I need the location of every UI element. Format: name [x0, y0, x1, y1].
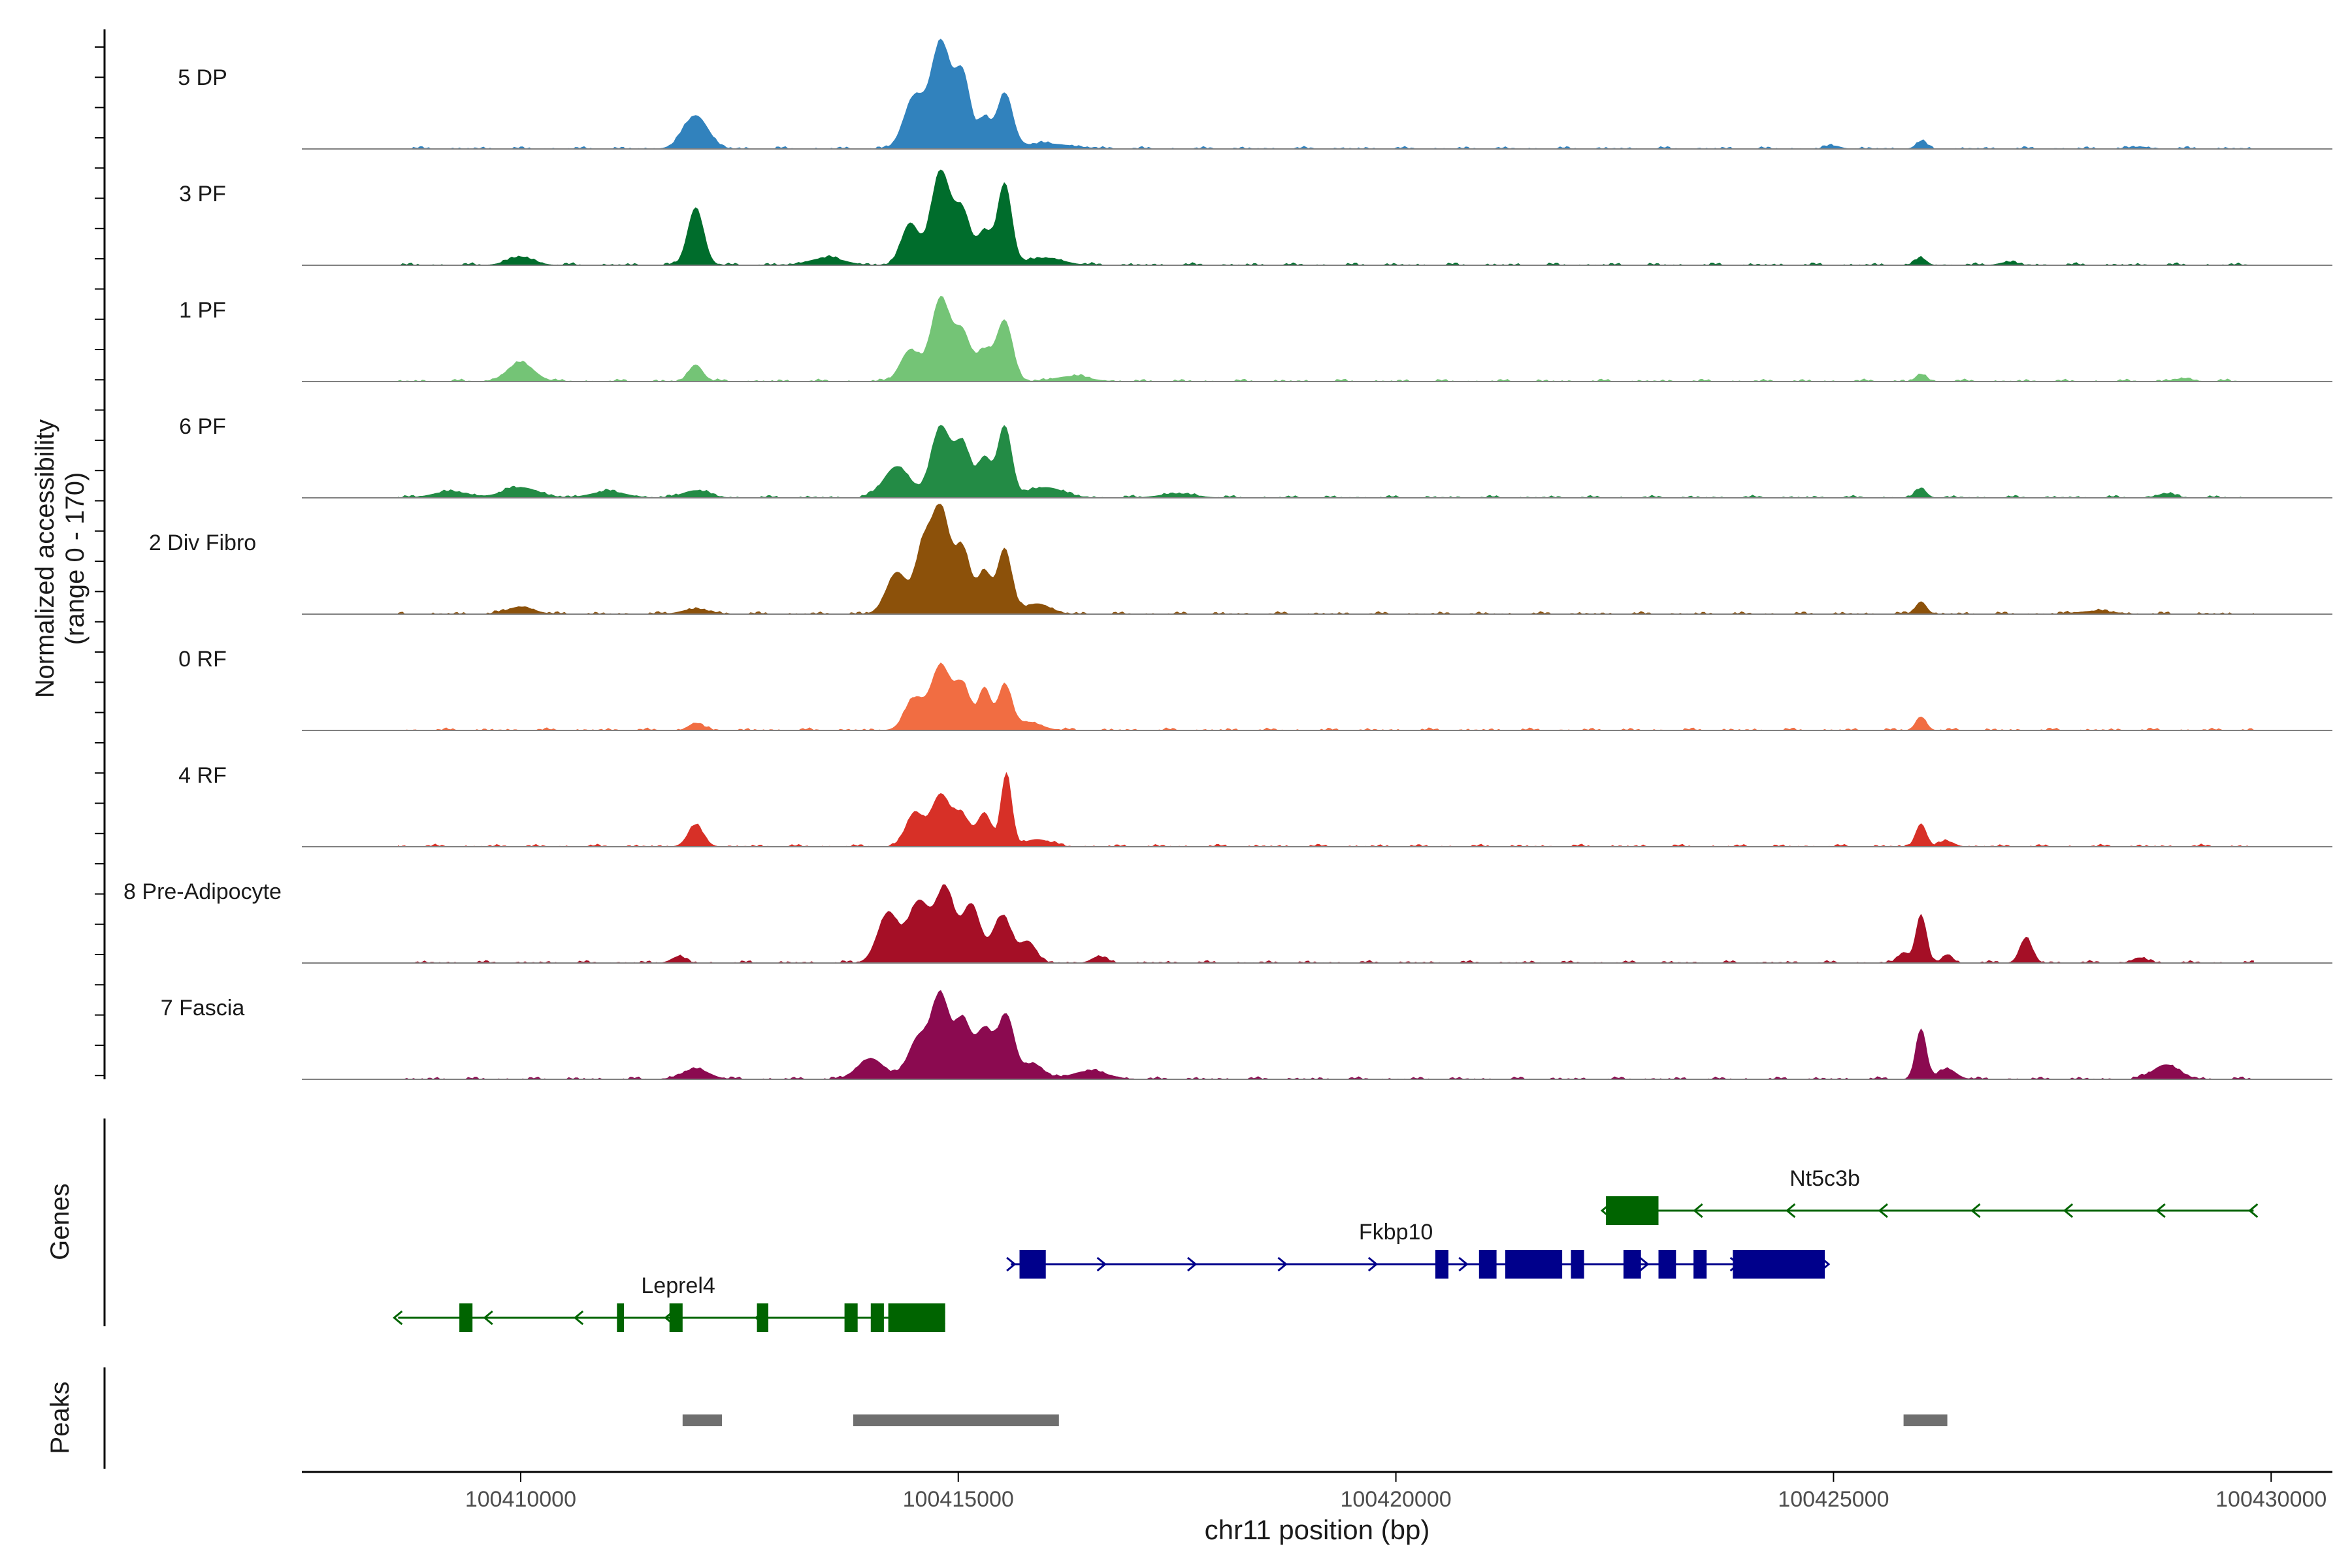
coverage-area: [398, 772, 2254, 847]
y-axis-title-line2: (range 0 - 170): [61, 472, 90, 645]
x-tick-label: 100410000: [465, 1487, 576, 1512]
genes-panel-title: Genes: [46, 1183, 74, 1260]
x-tick-label: 100415000: [903, 1487, 1014, 1512]
gene-exon: [1606, 1196, 1659, 1225]
gene-fkbp10: Fkbp10: [1006, 1220, 1831, 1279]
x-tick-label: 100420000: [1340, 1487, 1451, 1512]
strand-arrow: [1970, 1203, 1981, 1218]
peak-region: [1903, 1414, 1948, 1426]
gene-exon: [1505, 1250, 1563, 1279]
track-label: 6 PF: [179, 414, 226, 439]
peak-regions: [682, 1414, 1948, 1426]
coverage-tracks: 5 DP 3 PF 1 PF 6 PF 2 Div Fibro 0 RF 4 RF 8 Pre…: [123, 39, 2332, 1080]
gene-exon: [669, 1303, 683, 1332]
gene-annotations: Nt5c3b Fkbp10 Leprel4: [393, 1166, 2259, 1332]
track-2: 3 PF: [179, 169, 2332, 266]
gene-exon: [1019, 1250, 1046, 1279]
track-9: 7 Fascia: [161, 990, 2332, 1080]
gene-exon: [1658, 1250, 1676, 1279]
gene-leprel4: Leprel4: [393, 1273, 945, 1332]
x-tick-label: 100425000: [1778, 1487, 1889, 1512]
peaks-panel-title: Peaks: [46, 1381, 74, 1454]
strand-arrow: [393, 1310, 403, 1326]
strand-arrow: [2063, 1203, 2074, 1218]
gene-exon: [1435, 1250, 1448, 1279]
y-axis-title-line1: Normalized accessibility: [31, 419, 59, 698]
track-5: 2 Div Fibro: [149, 504, 2332, 615]
peak-region: [853, 1414, 1059, 1426]
gene-exon: [1571, 1250, 1584, 1279]
strand-arrow: [1785, 1203, 1796, 1218]
gene-exon: [844, 1303, 858, 1332]
gene-label: Fkbp10: [1359, 1220, 1433, 1245]
gene-exon: [1623, 1250, 1641, 1279]
track-label: 8 Pre-Adipocyte: [123, 879, 282, 904]
peak-region: [682, 1414, 723, 1426]
gene-exon: [617, 1303, 624, 1332]
gene-exon: [1733, 1250, 1825, 1279]
gene-exon: [870, 1303, 884, 1332]
track-label: 7 Fascia: [161, 996, 245, 1021]
strand-arrow: [2248, 1203, 2259, 1218]
gene-exon: [888, 1303, 945, 1332]
track-label: 4 RF: [178, 763, 227, 788]
gene-exon: [1693, 1250, 1707, 1279]
strand-arrow: [1367, 1256, 1379, 1272]
strand-arrow: [1639, 1256, 1650, 1272]
track-label: 1 PF: [179, 298, 226, 323]
coverage-axis: [95, 29, 106, 1079]
track-3: 1 PF: [179, 295, 2332, 382]
gene-exon: [757, 1303, 768, 1332]
coverage-area: [398, 425, 2254, 498]
strand-arrow: [1006, 1256, 1017, 1272]
strand-arrow: [1878, 1203, 1888, 1218]
x-tick-label: 100430000: [2215, 1487, 2327, 1512]
track-label: 0 RF: [178, 647, 227, 672]
strand-arrow: [573, 1310, 584, 1326]
coverage-area: [398, 662, 2254, 731]
strand-arrow: [1458, 1256, 1469, 1272]
track-8: 8 Pre-Adipocyte: [123, 879, 2332, 964]
strand-arrow: [1096, 1256, 1107, 1272]
track-1: 5 DP: [178, 39, 2332, 150]
track-label: 5 DP: [178, 65, 227, 90]
gene-exon: [459, 1303, 473, 1332]
gene-label: Leprel4: [641, 1273, 715, 1298]
track-label: 2 Div Fibro: [149, 531, 256, 555]
x-axis-ticks: 100410000 100415000 100420000 100425000 1004…: [465, 1472, 2327, 1512]
strand-arrow: [1693, 1203, 1703, 1218]
track-7: 4 RF: [178, 763, 2332, 847]
track-4: 6 PF: [179, 414, 2332, 498]
strand-arrow: [1187, 1256, 1198, 1272]
track-6: 0 RF: [178, 647, 2332, 731]
gene-label: Nt5c3b: [1789, 1166, 1860, 1191]
track-label: 3 PF: [179, 182, 226, 206]
strand-arrow: [1277, 1256, 1288, 1272]
gene-nt5c3b: Nt5c3b: [1600, 1166, 2259, 1225]
gene-exon: [1478, 1250, 1497, 1279]
strand-arrow: [483, 1310, 493, 1326]
x-axis-title: chr11 position (bp): [1205, 1514, 1430, 1545]
strand-arrow: [2155, 1203, 2166, 1218]
